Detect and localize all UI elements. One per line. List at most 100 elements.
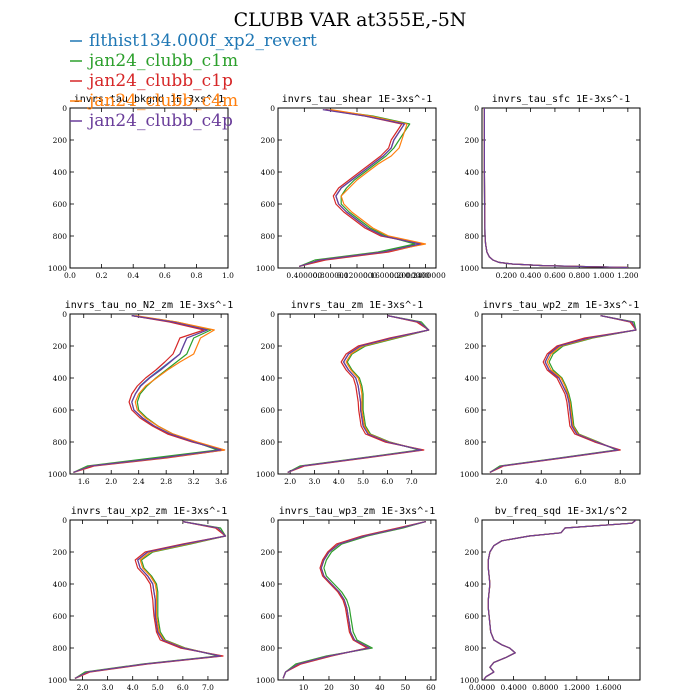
y-tick-label: 600	[465, 406, 480, 415]
y-tick-label: 1000	[48, 264, 67, 273]
panel-title: invrs_tau_zm 1E-3xs^-1	[291, 300, 423, 311]
x-tick-label: 1.000	[593, 271, 615, 280]
x-tick-label: 0.800	[568, 271, 590, 280]
y-tick-label: 1000	[460, 264, 479, 273]
y-tick-label: 200	[261, 548, 276, 557]
x-tick-label: 2.0	[105, 477, 117, 486]
x-tick-label: 0.4000	[500, 683, 526, 692]
x-tick-label: 7.0	[406, 477, 418, 486]
panel-6: invrs_tau_wp2_zm 1E-3xs^-1 0 200 400 600 800 1…	[460, 300, 641, 486]
series-line	[287, 315, 430, 473]
x-tick-label: 50	[401, 683, 411, 692]
series-line	[287, 315, 430, 473]
series-line	[489, 315, 637, 473]
y-tick-label: 600	[465, 612, 480, 621]
plot-frame	[481, 107, 641, 269]
x-tick-label: 8.0	[614, 477, 626, 486]
legend-label: jan24_clubb_c1m	[87, 51, 238, 71]
series-line	[483, 108, 628, 268]
y-tick-label: 0	[270, 516, 275, 525]
y-tick-label: 0	[62, 310, 67, 319]
series-line	[74, 521, 227, 679]
plot-frame	[277, 519, 437, 681]
panel-1: invrs_tau_bkgnd 1E-3xs^-1 0 200 400 600 800 10…	[48, 94, 234, 280]
y-tick-label: 600	[261, 612, 276, 621]
x-tick-label: 3.0	[102, 683, 114, 692]
panel-title: invrs_tau_sfc 1E-3xs^-1	[492, 94, 630, 105]
series-line	[483, 520, 637, 680]
panel-4: invrs_tau_no_N2_zm 1E-3xs^-10 200 400 600 80…	[48, 300, 233, 486]
y-tick-label: 0	[474, 516, 479, 525]
y-tick-label: 400	[465, 374, 480, 383]
y-tick-label: 200	[261, 342, 276, 351]
series-line	[73, 315, 226, 473]
series-line	[483, 108, 628, 268]
x-tick-label: 1.6000	[595, 683, 621, 692]
series-line	[74, 521, 227, 679]
y-tick-label: 200	[53, 548, 68, 557]
x-tick-label: 6.0	[575, 477, 587, 486]
x-tick-label: 0.400000	[286, 271, 322, 280]
y-tick-label: 200	[53, 342, 68, 351]
panel-title: invrs_tau_xp2_zm 1E-3xs^-1	[71, 506, 228, 517]
y-tick-label: 800	[261, 438, 276, 447]
legend-label: flthist134.000f_xp2_revert	[89, 31, 317, 51]
y-tick-label: 1000	[48, 470, 67, 479]
x-tick-label: 0.800000	[313, 271, 349, 280]
x-tick-label: 30	[350, 683, 360, 692]
y-tick-label: 400	[465, 580, 480, 589]
plot-frame	[277, 313, 437, 475]
y-tick-label: 0	[270, 104, 275, 113]
x-tick-label: 4.0	[127, 683, 139, 692]
x-tick-label: 1.200	[617, 271, 639, 280]
series-line	[483, 108, 628, 268]
y-tick-label: 600	[261, 406, 276, 415]
series-line	[298, 109, 421, 267]
series-line	[298, 109, 427, 267]
y-tick-label: 200	[53, 136, 68, 145]
y-tick-label: 1000	[256, 676, 275, 685]
panel-7: invrs_tau_xp2_zm 1E-3xs^-1 0 200 400 600 800 1…	[48, 506, 229, 692]
x-tick-label: 0.4	[127, 271, 139, 280]
x-tick-label: 3.2	[188, 477, 200, 486]
plot-frame	[69, 519, 229, 681]
y-tick-label: 0	[270, 310, 275, 319]
x-tick-label: 6.0	[381, 477, 393, 486]
x-tick-label: 2.8	[160, 477, 172, 486]
x-tick-label: 2.4	[133, 477, 145, 486]
plot-frame	[481, 519, 641, 681]
plot-frame	[481, 313, 641, 475]
y-tick-label: 400	[261, 374, 276, 383]
panel-grid: invrs_tau_bkgnd 1E-3xs^-1020040060080010…	[48, 94, 641, 692]
panel-title: invrs_tau_no_N2_zm 1E-3xs^-1	[65, 300, 234, 311]
legend: flthist134.000f_xp2_revertjan24_clubb_c1…	[70, 31, 317, 131]
x-tick-label: 0.200	[496, 271, 518, 280]
x-tick-label: 3.6	[215, 477, 227, 486]
y-tick-label: 200	[465, 342, 480, 351]
x-tick-label: 1.2000	[564, 683, 590, 692]
x-tick-label: 0.0000	[469, 683, 495, 692]
x-tick-label: 0.600	[544, 271, 566, 280]
series-line	[298, 109, 416, 267]
series-line	[282, 521, 426, 679]
x-tick-label: 5.0	[152, 683, 164, 692]
x-tick-label: 0.1600000	[363, 271, 404, 280]
series-line	[73, 315, 226, 473]
y-tick-label: 800	[53, 644, 68, 653]
x-tick-label: 0.2000000	[389, 271, 430, 280]
x-tick-label: 2.0	[496, 477, 508, 486]
y-tick-label: 400	[261, 168, 276, 177]
x-tick-label: 2.0	[77, 683, 89, 692]
panel-title: invrs_tau_wp2_zm 1E-3xs^-1	[483, 300, 640, 311]
x-tick-label: 3.0	[308, 477, 320, 486]
x-tick-label: 4.0	[333, 477, 345, 486]
y-tick-label: 0	[474, 104, 479, 113]
series-line	[282, 521, 426, 679]
y-tick-label: 1000	[256, 470, 275, 479]
x-tick-label: 40	[375, 683, 385, 692]
panel-5: invrs_tau_zm 1E-3xs^-1 0 200 400 600 800 1000 2…	[256, 300, 437, 486]
x-tick-label: 0.1200000	[337, 271, 378, 280]
legend-label: jan24_clubb_c1p	[87, 71, 233, 91]
series-line	[483, 108, 628, 268]
series-line	[287, 315, 430, 473]
